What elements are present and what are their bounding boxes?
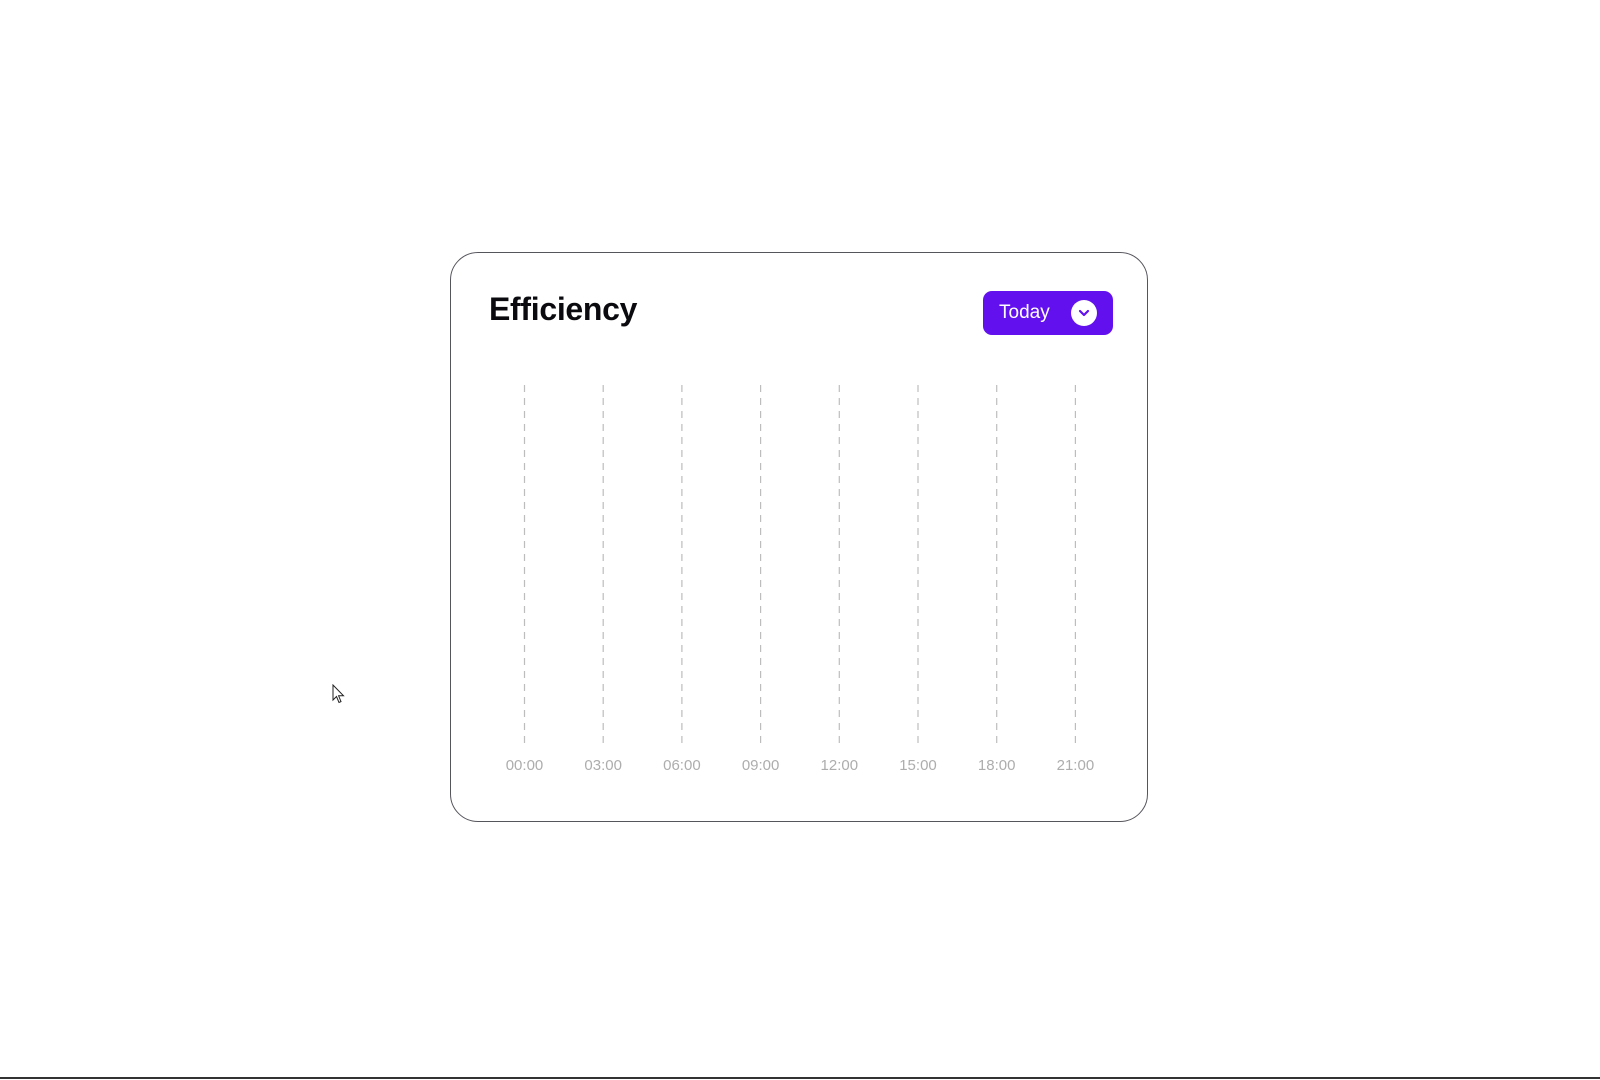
x-tick-label: 00:00 xyxy=(506,757,544,774)
mouse-cursor-icon xyxy=(332,683,346,709)
period-dropdown-button[interactable]: Today xyxy=(983,291,1113,335)
x-tick-label: 21:00 xyxy=(1057,757,1095,774)
x-tick-label: 09:00 xyxy=(742,757,780,774)
efficiency-card: Efficiency Today xyxy=(450,252,1148,822)
x-tick-label: 15:00 xyxy=(899,757,937,774)
card-title: Efficiency xyxy=(489,291,638,327)
period-label: Today xyxy=(999,302,1050,323)
x-tick-label: 06:00 xyxy=(663,757,701,774)
screen-bottom-edge xyxy=(0,1077,1600,1079)
x-tick-label: 03:00 xyxy=(584,757,622,774)
x-tick-label: 18:00 xyxy=(978,757,1016,774)
chevron-down-icon xyxy=(1071,300,1097,326)
x-tick-label: 12:00 xyxy=(821,757,859,774)
